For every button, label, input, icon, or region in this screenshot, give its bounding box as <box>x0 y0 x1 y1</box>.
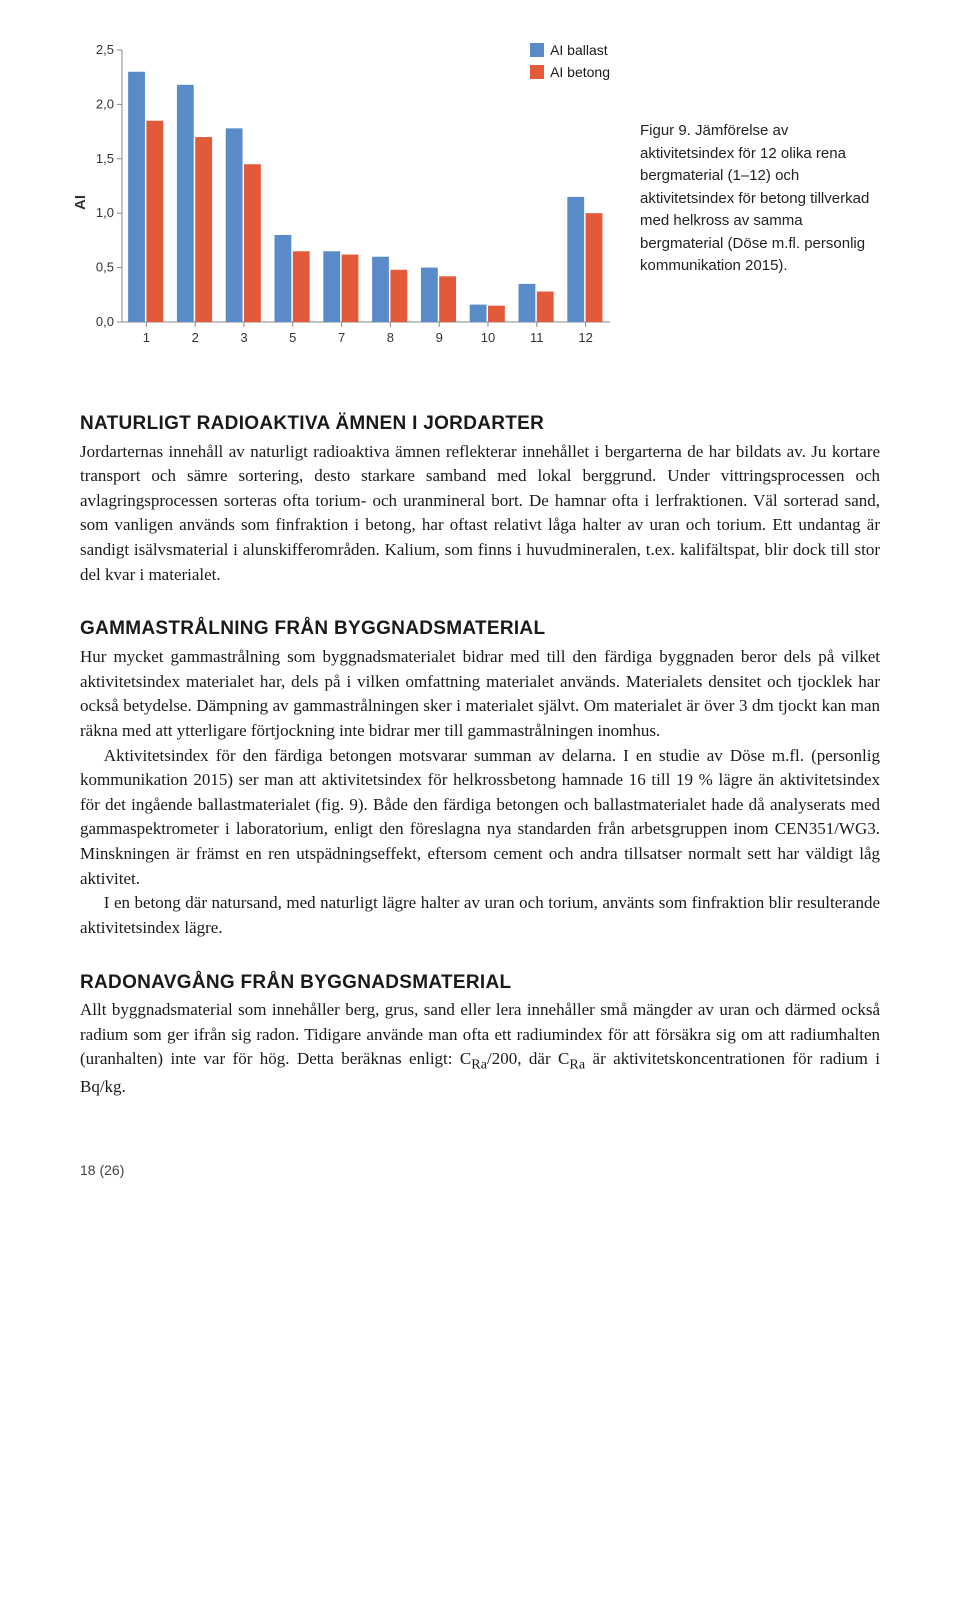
legend-swatch <box>530 65 544 79</box>
legend-label: AI betong <box>550 62 610 82</box>
svg-text:2,5: 2,5 <box>96 42 114 57</box>
heading-jordarter: NATURLIGT RADIOAKTIVA ÄMNEN I JORDARTER <box>80 410 880 438</box>
figure-block: AI AI ballastAI betong 0,00,51,01,52,02,… <box>80 40 880 350</box>
svg-text:1,5: 1,5 <box>96 151 114 166</box>
heading-gamma: GAMMASTRÅLNING FRÅN BYGGNADSMATERIAL <box>80 615 880 643</box>
heading-radon: RADONAVGÅNG FRÅN BYGGNADSMATERIAL <box>80 969 880 997</box>
para-s2-1: Hur mycket gammastrålning som byggnadsma… <box>80 645 880 744</box>
chart-svg: 0,00,51,01,52,02,51235789101112 <box>80 40 620 350</box>
svg-text:8: 8 <box>387 330 394 345</box>
svg-text:0,5: 0,5 <box>96 260 114 275</box>
para-s2-3: I en betong där natursand, med naturligt… <box>80 891 880 940</box>
legend-item: AI betong <box>530 62 610 82</box>
svg-text:12: 12 <box>578 330 592 345</box>
svg-text:2: 2 <box>192 330 199 345</box>
svg-text:5: 5 <box>289 330 296 345</box>
svg-text:7: 7 <box>338 330 345 345</box>
svg-text:0,0: 0,0 <box>96 314 114 329</box>
svg-text:2,0: 2,0 <box>96 96 114 111</box>
y-axis-label: AI <box>70 195 92 210</box>
bar-chart: AI AI ballastAI betong 0,00,51,01,52,02,… <box>80 40 620 350</box>
para-s2-2: Aktivitetsindex för den färdiga betongen… <box>80 744 880 892</box>
svg-text:1: 1 <box>143 330 150 345</box>
svg-text:3: 3 <box>240 330 247 345</box>
para-s1-1: Jordarternas innehåll av naturligt radio… <box>80 440 880 588</box>
figure-caption: Figur 9. Jämförelse av aktivitetsindex f… <box>640 40 880 350</box>
legend-item: AI ballast <box>530 40 610 60</box>
svg-text:11: 11 <box>530 330 544 345</box>
para-s3-1: Allt byggnadsmaterial som innehåller ber… <box>80 998 880 1100</box>
chart-legend: AI ballastAI betong <box>530 40 610 85</box>
legend-swatch <box>530 43 544 57</box>
svg-text:10: 10 <box>481 330 495 345</box>
page-footer: 18 (26) <box>80 1160 880 1180</box>
svg-text:9: 9 <box>436 330 443 345</box>
legend-label: AI ballast <box>550 40 608 60</box>
svg-text:1,0: 1,0 <box>96 205 114 220</box>
